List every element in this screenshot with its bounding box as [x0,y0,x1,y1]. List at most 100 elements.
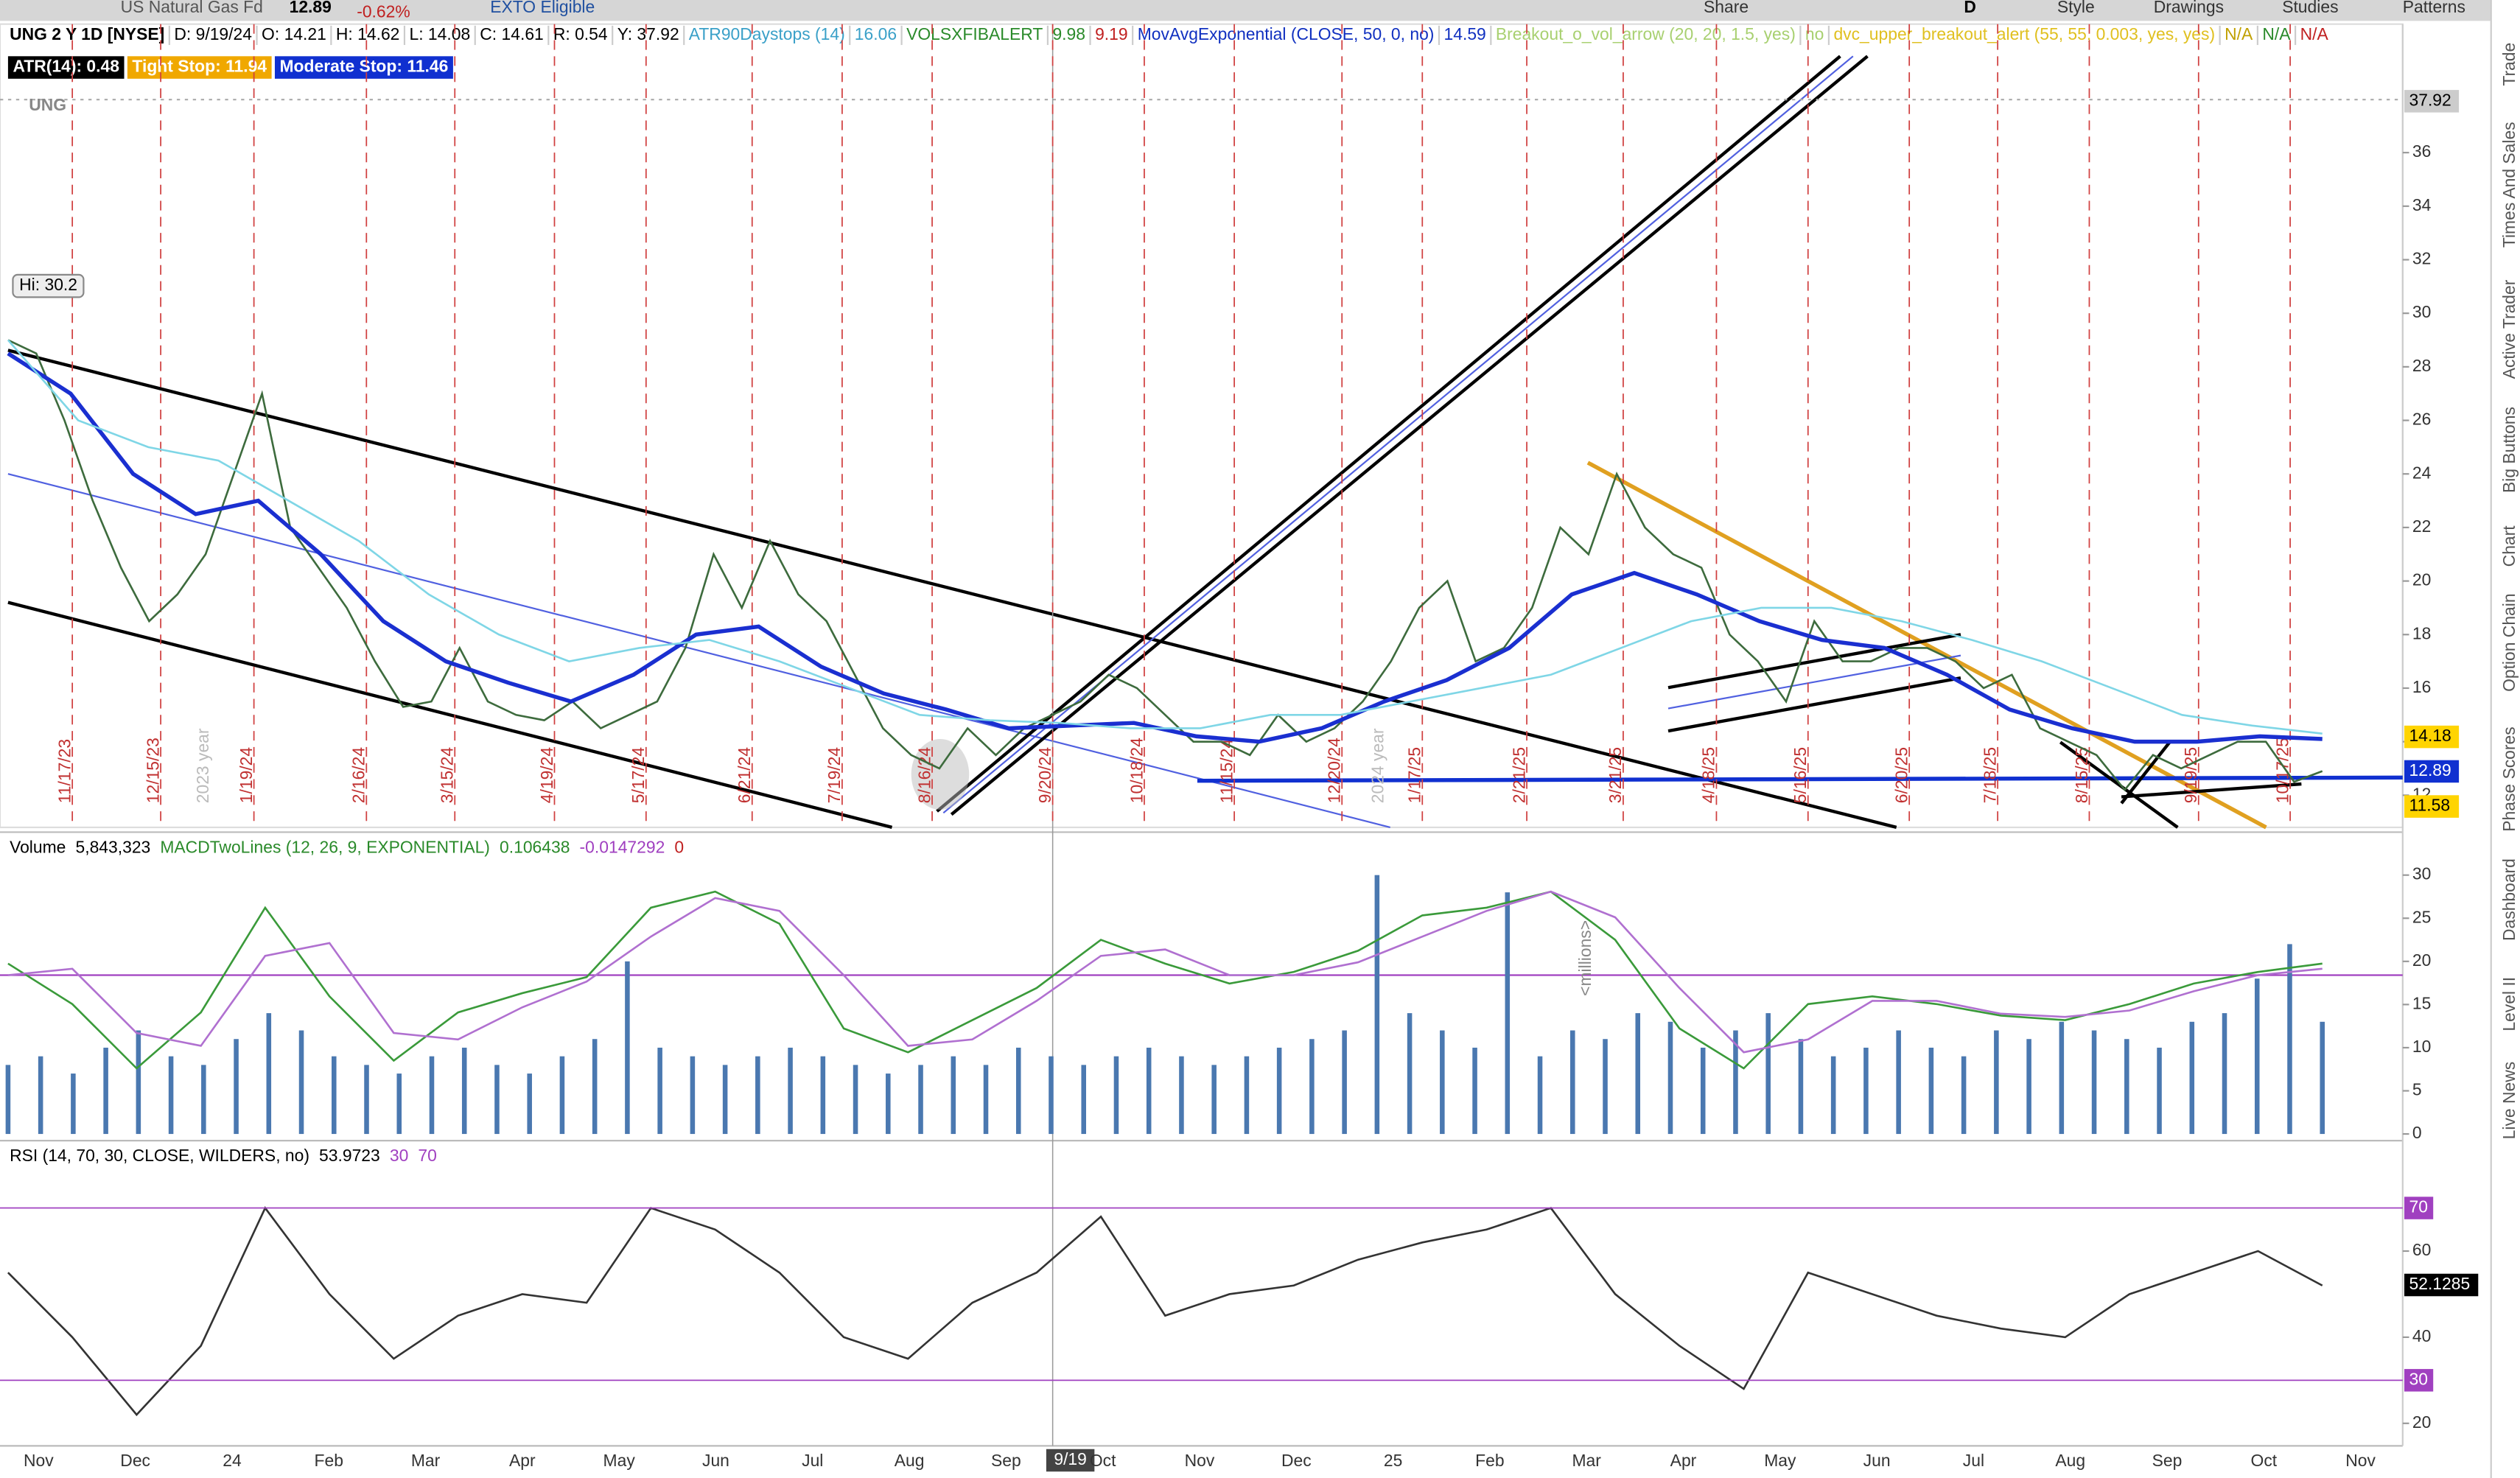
session-label: 1/19/24 [237,747,256,804]
session-label: 9/19/25 [2181,747,2200,803]
time-label: Nov [24,1451,54,1470]
volume-bar [1537,1056,1543,1135]
trendline [1586,460,2267,830]
session-label: 5/17/24 [629,747,648,804]
toolbar-button[interactable]: Style [2057,0,2095,16]
session-label: 1/17/25 [1405,747,1424,803]
volume-bar [1635,1013,1641,1135]
volume-bar [168,1056,174,1135]
session-label: 2/16/24 [349,747,368,804]
info-item: UNG 2 Y 1D [NYSE] [10,24,164,43]
volume-bar [364,1065,369,1135]
study-header: 0 [674,837,684,856]
sidebar-tab[interactable]: Dashboard [2499,858,2519,941]
sidebar-tab[interactable]: Level II [2499,977,2519,1032]
series-line [7,1206,2323,1417]
price-label-box [2404,760,2460,783]
session-label: 4/19/24 [537,747,556,804]
session-label: 12/20/24 [1325,738,1344,803]
volume-bar [2222,1013,2227,1135]
info-item: O: 14.21 [262,24,326,43]
sidebar-tab[interactable]: Big Buttons [2499,407,2519,493]
info-item: 9.19 [1095,24,1128,43]
volume-bar [1440,1030,1445,1135]
info-item: ATR90Daystops (14) [689,24,845,43]
volume-bar [1113,1056,1119,1135]
session-label: 6/20/25 [1891,747,1911,803]
volume-bar [1049,1056,1054,1135]
info-item: Breakout_o_vol_arrow (20, 20, 1.5, yes) [1496,24,1796,43]
study-header: 70 [418,1146,436,1165]
badge: EXTO Eligible [490,0,595,16]
volume-bar [1928,1047,1934,1135]
volume-bar [1798,1039,1804,1135]
volume-bar [103,1047,108,1135]
time-label: Nov [2345,1451,2376,1470]
time-label: Sep [991,1451,1021,1470]
time-label: Dec [1281,1451,1312,1470]
volume-bar [657,1047,662,1135]
time-label: Jul [802,1451,823,1470]
toolbar-button[interactable]: Drawings [2154,0,2224,16]
price-label-box [2404,725,2460,749]
session-label: 8/16/24 [914,747,934,804]
series-line [7,890,2323,1070]
time-label: 25 [1384,1451,1402,1470]
volume-bar [1830,1056,1836,1135]
high-box [12,273,85,298]
volume-bar [2189,1021,2195,1135]
volume-bar [1374,875,1380,1135]
volume-bar [201,1065,206,1135]
volume-bar [1667,1021,1673,1135]
price-label: 11.58 [2409,796,2451,815]
study-header: 53.9723 [319,1146,380,1165]
session-label: 10/18/24 [1127,738,1146,803]
y-tick-label: 40 [2412,1326,2431,1345]
study-header: MACDTwoLines (12, 26, 9, EXPONENTIAL) [160,837,490,856]
time-label: May [1764,1451,1796,1470]
volume-bar [461,1047,467,1135]
volume-bar [1081,1065,1086,1135]
y-tick-label: 22 [2412,516,2431,536]
toolbar-button[interactable]: Patterns [2403,0,2465,16]
symbol-name: US Natural Gas Fd [121,0,263,16]
stop-label: Moderate Stop: 11.46 [280,57,449,76]
info-item: dvc_upper_breakout_alert (55, 55, 0.003,… [1833,24,2215,43]
y-tick-label: 0 [2412,1123,2422,1142]
toolbar-button[interactable]: Share [1704,0,1749,16]
info-item: 16.06 [855,24,897,43]
volume-bar [820,1056,826,1135]
session-label: 6/21/24 [735,747,754,804]
volume-bar [592,1039,598,1135]
info-item: N/A [2225,24,2253,43]
session-label: 12/15/23 [143,738,162,803]
sidebar-tab[interactable]: Live News [2499,1062,2519,1140]
volume-bar [234,1039,239,1135]
sidebar-tab[interactable]: Trade [2499,43,2519,86]
sidebar-tab[interactable]: Phase Scores [2499,726,2519,831]
volume-bar [2059,1021,2065,1135]
cursor-date-box [1046,1449,1095,1472]
period[interactable]: D [1964,0,1976,16]
volume-bar [1309,1039,1315,1135]
sidebar-tab[interactable]: Chart [2499,525,2519,567]
info-item: L: 14.08 [409,24,470,43]
time-label: Nov [1185,1451,1215,1470]
info-item: D: 9/19/24 [174,24,252,43]
session-label: 3/15/24 [438,747,457,804]
time-label: Jun [1863,1451,1891,1470]
y-tick-label: 60 [2412,1240,2431,1259]
time-label: Oct [2251,1451,2278,1470]
volume-bar [1570,1030,1575,1135]
volume-bar [1505,892,1511,1135]
volume-bar [1407,1013,1413,1135]
sidebar-tab[interactable]: Times And Sales [2499,122,2519,248]
info-item: VOLSXFIBALERT [906,24,1043,43]
toolbar-button[interactable]: Studies [2282,0,2338,16]
study-header: -0.0147292 [580,837,665,856]
sidebar-tab[interactable]: Active Trader [2499,279,2519,379]
level-box [2404,1369,2434,1392]
trendline [936,55,1841,813]
sidebar-tab[interactable]: Option Chain [2499,593,2519,692]
info-item: R: 0.54 [553,24,608,43]
